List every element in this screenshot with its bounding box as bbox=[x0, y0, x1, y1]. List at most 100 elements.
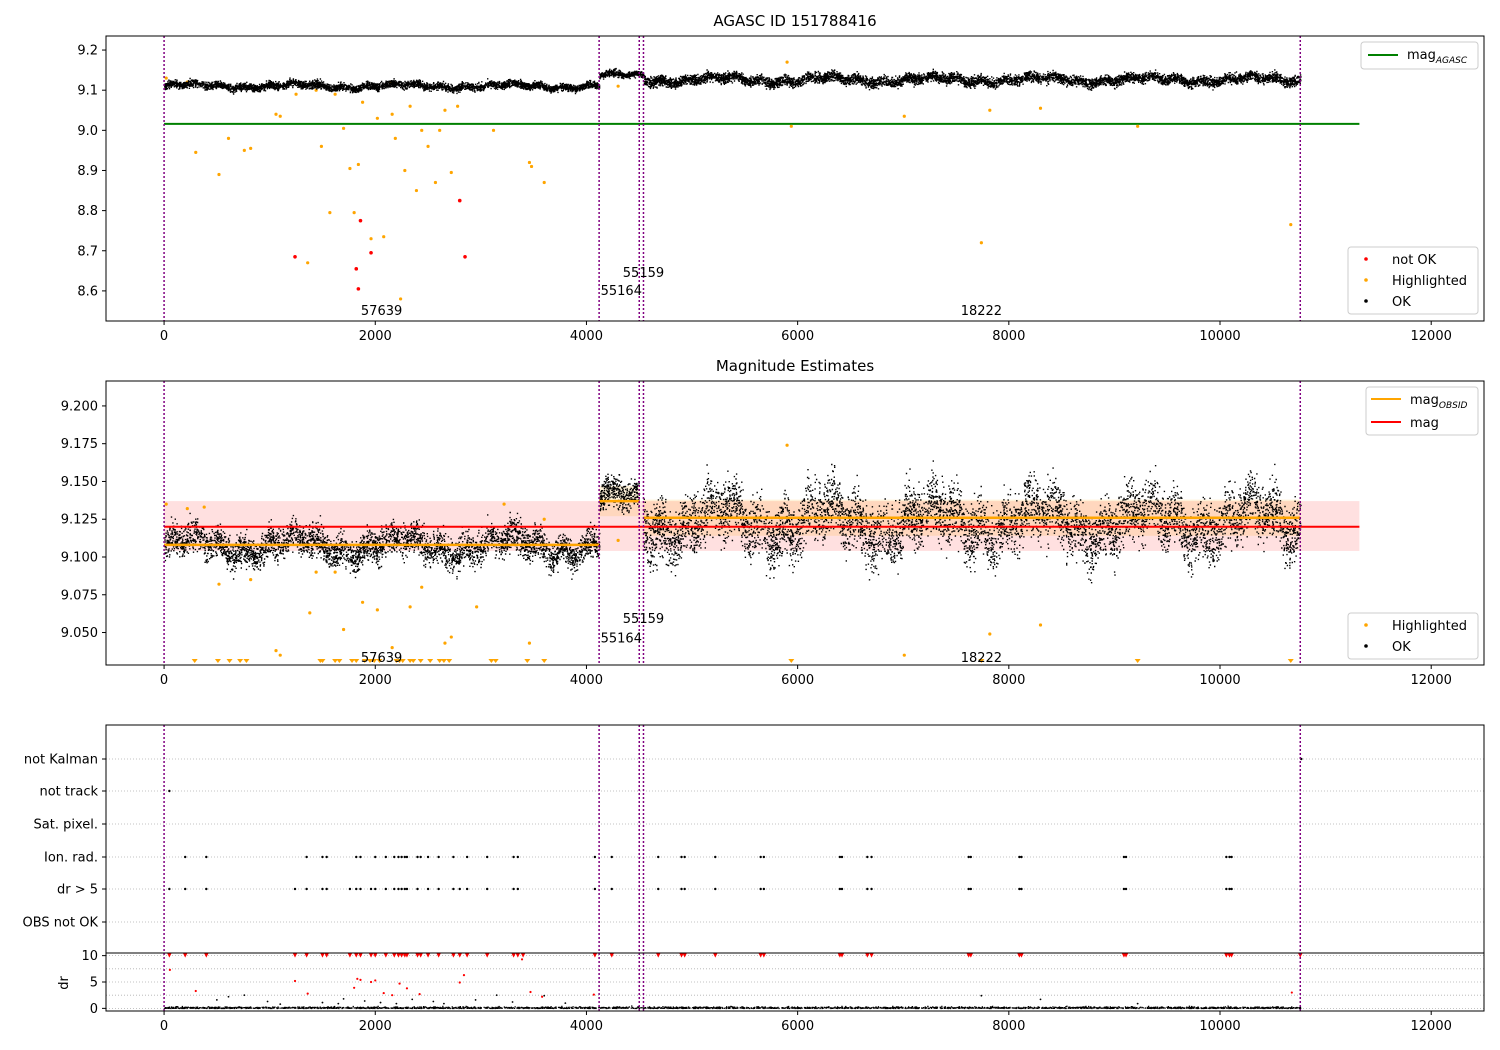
x-tick-label: 0 bbox=[160, 673, 168, 688]
below-range-marker bbox=[376, 659, 383, 663]
flag-point bbox=[465, 887, 469, 891]
flag-point bbox=[680, 855, 683, 859]
flag-category-label: dr > 5 bbox=[57, 883, 98, 898]
below-range-marker bbox=[788, 659, 795, 663]
flag-point bbox=[512, 887, 515, 891]
flag-point bbox=[384, 887, 388, 891]
flag-point bbox=[305, 855, 308, 859]
below-range-marker bbox=[488, 659, 495, 663]
dr-clipped-marker bbox=[436, 952, 442, 958]
flag-point bbox=[397, 887, 400, 891]
dr-point bbox=[279, 1003, 282, 1006]
flag-point bbox=[403, 855, 407, 859]
dr-large-point bbox=[369, 980, 373, 984]
dr-point bbox=[266, 1000, 269, 1003]
not-ok-point bbox=[369, 250, 373, 255]
flag-point bbox=[183, 887, 187, 891]
y-tick-label: 8.8 bbox=[77, 204, 98, 219]
dr-clipped-marker bbox=[1229, 952, 1235, 958]
highlighted-point bbox=[502, 502, 506, 506]
below-range-marker bbox=[524, 659, 531, 663]
highlighted-point bbox=[352, 211, 356, 215]
not-ok-point bbox=[457, 198, 462, 203]
middle-legend-points: Highlighted OK bbox=[1347, 612, 1479, 660]
flag-point bbox=[762, 887, 766, 891]
dr-clipped-marker bbox=[203, 952, 209, 958]
flag-point bbox=[416, 887, 419, 891]
x-tick-label: 2000 bbox=[359, 1019, 392, 1034]
flag-point bbox=[1018, 887, 1021, 891]
below-range-marker bbox=[243, 659, 250, 663]
flag-point bbox=[840, 855, 844, 859]
highlighted-point bbox=[616, 538, 620, 542]
flag-point bbox=[437, 887, 440, 891]
below-range-marker bbox=[541, 659, 548, 663]
x-tick-label: 10000 bbox=[1199, 329, 1240, 344]
highlighted-point bbox=[360, 600, 365, 604]
y-tick-label: 9.050 bbox=[61, 626, 98, 641]
flag-point bbox=[967, 855, 970, 859]
dr-clipped-marker bbox=[592, 952, 598, 958]
highlighted-point bbox=[988, 108, 992, 112]
dr-point bbox=[395, 1002, 398, 1005]
flag-point bbox=[168, 789, 171, 793]
dr-clipped-marker bbox=[511, 952, 517, 958]
x-tick-label: 4000 bbox=[570, 673, 603, 688]
flag-point bbox=[516, 855, 520, 859]
flag-point bbox=[516, 887, 520, 891]
highlighted-point bbox=[785, 443, 789, 447]
x-tick-label: 6000 bbox=[781, 329, 814, 344]
flag-point bbox=[403, 887, 407, 891]
dr-clipped-marker bbox=[678, 952, 684, 958]
legend-highlighted-2: Highlighted bbox=[1392, 619, 1467, 634]
dr-clipped-marker bbox=[869, 952, 875, 958]
flag-point bbox=[458, 887, 461, 891]
legend-mag-agasc: magAGASC bbox=[1407, 48, 1468, 66]
flag-point bbox=[1225, 887, 1228, 891]
dr-clipped-marker bbox=[368, 952, 374, 958]
dr-point bbox=[342, 997, 345, 1000]
flag-point bbox=[680, 887, 683, 891]
dr-point bbox=[432, 1000, 435, 1003]
highlighted-point bbox=[328, 211, 332, 215]
below-range-marker bbox=[319, 659, 326, 663]
highlighted-point bbox=[449, 635, 453, 639]
dr-point bbox=[495, 994, 498, 997]
highlighted-point bbox=[278, 114, 282, 118]
highlighted-point bbox=[443, 641, 447, 645]
legend-not-ok: not OK bbox=[1392, 253, 1437, 268]
highlighted-point bbox=[164, 76, 168, 80]
flag-point bbox=[374, 887, 377, 891]
dr-clipped-marker bbox=[761, 952, 767, 958]
below-range-marker bbox=[410, 659, 417, 663]
dr-point bbox=[337, 1002, 340, 1005]
x-tick-label: 12000 bbox=[1411, 329, 1452, 344]
highlighted-point bbox=[274, 112, 278, 116]
highlighted-point bbox=[527, 641, 532, 645]
highlighted-point bbox=[356, 162, 360, 167]
highlighted-point bbox=[226, 136, 231, 140]
x-tick-label: 10000 bbox=[1199, 673, 1240, 688]
flag-point bbox=[1225, 855, 1228, 859]
flag-point bbox=[1124, 887, 1128, 891]
dr-clipped-marker bbox=[404, 952, 410, 958]
highlighted-point bbox=[438, 128, 442, 132]
flag-category-label: Ion. rad. bbox=[44, 851, 98, 866]
flag-point bbox=[714, 855, 717, 859]
flag-point bbox=[1018, 855, 1021, 859]
flag-point bbox=[452, 887, 455, 891]
flag-category-label: not track bbox=[39, 785, 98, 800]
highlighted-point bbox=[217, 172, 221, 177]
y-tick-label: 9.0 bbox=[77, 124, 98, 139]
below-range-marker bbox=[492, 659, 499, 663]
flag-point bbox=[384, 855, 388, 859]
flag-point bbox=[969, 887, 973, 891]
middle-plot-frame bbox=[105, 380, 1485, 666]
dr-ok-points bbox=[164, 1005, 1302, 1010]
flag-point bbox=[838, 855, 842, 859]
highlighted-point bbox=[360, 100, 365, 104]
highlighted-point bbox=[319, 144, 324, 148]
x-tick-label: 6000 bbox=[781, 673, 814, 688]
highlighted-point bbox=[390, 646, 394, 650]
flag-point bbox=[1124, 855, 1128, 859]
